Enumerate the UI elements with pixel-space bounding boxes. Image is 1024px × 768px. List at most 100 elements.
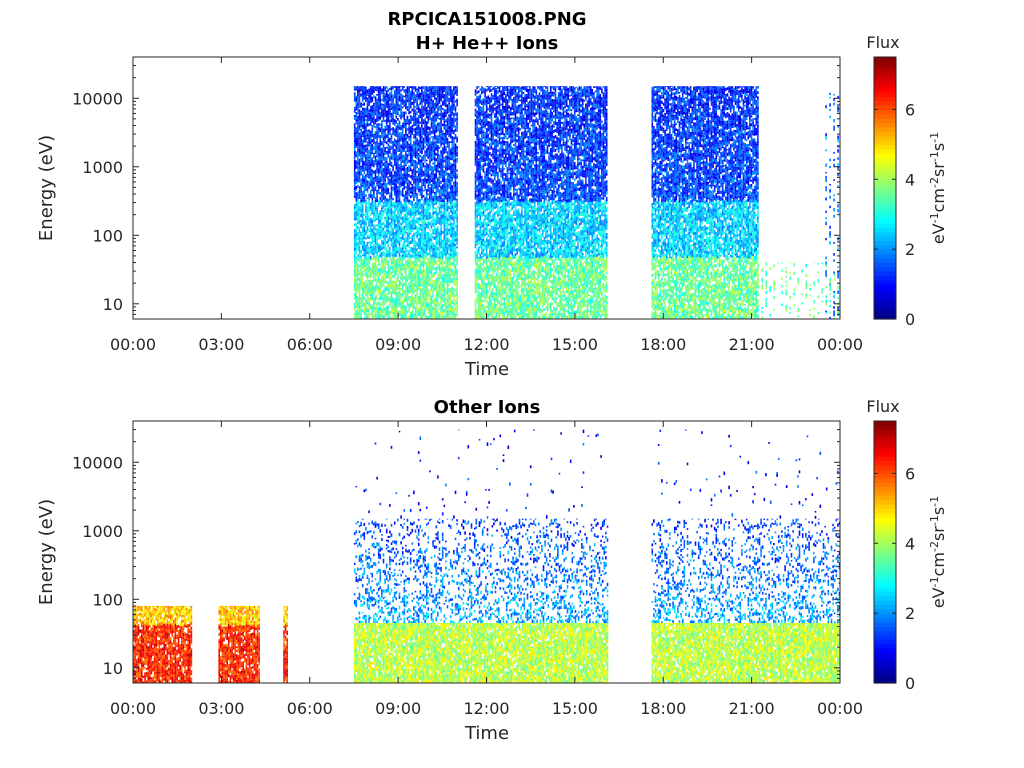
flux-cell: [384, 273, 386, 276]
flux-cell: [355, 302, 358, 305]
flux-cell: [432, 285, 434, 289]
flux-cell: [411, 174, 414, 177]
flux-cell: [387, 313, 390, 316]
flux-cell: [424, 241, 426, 244]
flux-cell: [397, 250, 399, 254]
flux-cell: [355, 185, 358, 190]
flux-cell: [365, 146, 367, 149]
flux-cell: [397, 300, 399, 303]
flux-cell: [400, 232, 402, 235]
flux-cell: [395, 304, 398, 308]
flux-cell: [443, 204, 446, 207]
flux-cell: [437, 151, 439, 154]
flux-cell: [413, 315, 415, 319]
flux-cell: [433, 230, 436, 233]
flux-cell: [401, 208, 404, 212]
flux-cell: [421, 102, 423, 106]
flux-cell: [432, 316, 434, 319]
flux-cell: [395, 239, 398, 243]
flux-cell: [451, 170, 454, 175]
flux-cell: [456, 228, 458, 232]
flux-cell: [398, 235, 401, 238]
flux-cell: [400, 176, 402, 180]
flux-cell: [390, 171, 393, 175]
flux-cell: [390, 295, 393, 298]
flux-cell: [453, 98, 455, 102]
flux-cell: [374, 288, 377, 291]
flux-cell: [422, 281, 425, 283]
flux-cell: [377, 144, 380, 147]
flux-cell: [403, 99, 406, 104]
flux-cell: [409, 274, 412, 278]
flux-cell: [405, 272, 407, 275]
flux-cell: [361, 156, 364, 159]
flux-cell: [374, 214, 377, 219]
flux-cell: [366, 93, 369, 96]
flux-cell: [445, 197, 447, 200]
flux-cell: [454, 224, 457, 229]
flux-cell: [441, 142, 444, 145]
flux-cell: [449, 184, 452, 188]
flux-cell: [401, 293, 404, 297]
flux-cell: [355, 146, 358, 148]
flux-cell: [435, 141, 438, 144]
flux-cell: [445, 259, 447, 262]
flux-cell: [408, 241, 410, 245]
flux-cell: [369, 119, 372, 123]
flux-cell: [387, 227, 390, 231]
flux-cell: [425, 225, 428, 229]
flux-cell: [401, 249, 404, 252]
flux-cell: [448, 206, 450, 210]
flux-cell: [365, 205, 367, 209]
flux-cell: [416, 237, 418, 239]
flux-cell: [432, 188, 434, 191]
flux-cell: [449, 260, 452, 263]
flux-cell: [446, 95, 449, 98]
flux-cell: [440, 268, 442, 271]
flux-cell: [446, 256, 449, 260]
flux-cell: [405, 288, 407, 291]
flux-cell: [387, 179, 390, 182]
flux-cell: [358, 92, 361, 95]
flux-cell: [389, 122, 391, 126]
flux-cell: [401, 305, 404, 309]
flux-cell: [448, 308, 450, 311]
flux-cell: [419, 214, 422, 218]
flux-cell: [427, 244, 430, 248]
flux-cell: [424, 208, 426, 212]
flux-cell: [454, 210, 457, 213]
flux-cell: [363, 182, 366, 185]
flux-cell: [401, 274, 404, 277]
flux-cell: [379, 154, 382, 157]
flux-cell: [368, 129, 370, 132]
flux-cell: [445, 230, 447, 234]
flux-cell: [414, 194, 417, 198]
flux-cell: [379, 148, 382, 151]
flux-cell: [358, 231, 361, 234]
flux-cell: [363, 147, 366, 151]
flux-cell: [368, 156, 370, 159]
flux-cell: [456, 194, 458, 197]
flux-cell: [449, 219, 452, 222]
flux-cell: [368, 103, 370, 106]
flux-cell: [424, 301, 426, 304]
flux-cell: [416, 210, 418, 213]
flux-cell: [361, 280, 364, 283]
flux-cell: [422, 267, 425, 270]
flux-cell: [456, 155, 458, 157]
flux-cell: [441, 249, 444, 253]
flux-cell: [384, 275, 386, 279]
flux-cell: [437, 226, 439, 229]
flux-cell: [389, 316, 391, 319]
flux-cell: [366, 102, 369, 107]
flux-cell: [449, 304, 452, 308]
flux-cell: [373, 138, 375, 142]
flux-cell: [421, 305, 423, 309]
flux-cell: [421, 133, 423, 136]
flux-cell: [374, 236, 377, 239]
flux-cell: [398, 177, 401, 180]
flux-cell: [400, 250, 402, 253]
flux-cell: [379, 305, 382, 308]
flux-cell: [385, 126, 388, 129]
flux-cell: [437, 299, 439, 302]
